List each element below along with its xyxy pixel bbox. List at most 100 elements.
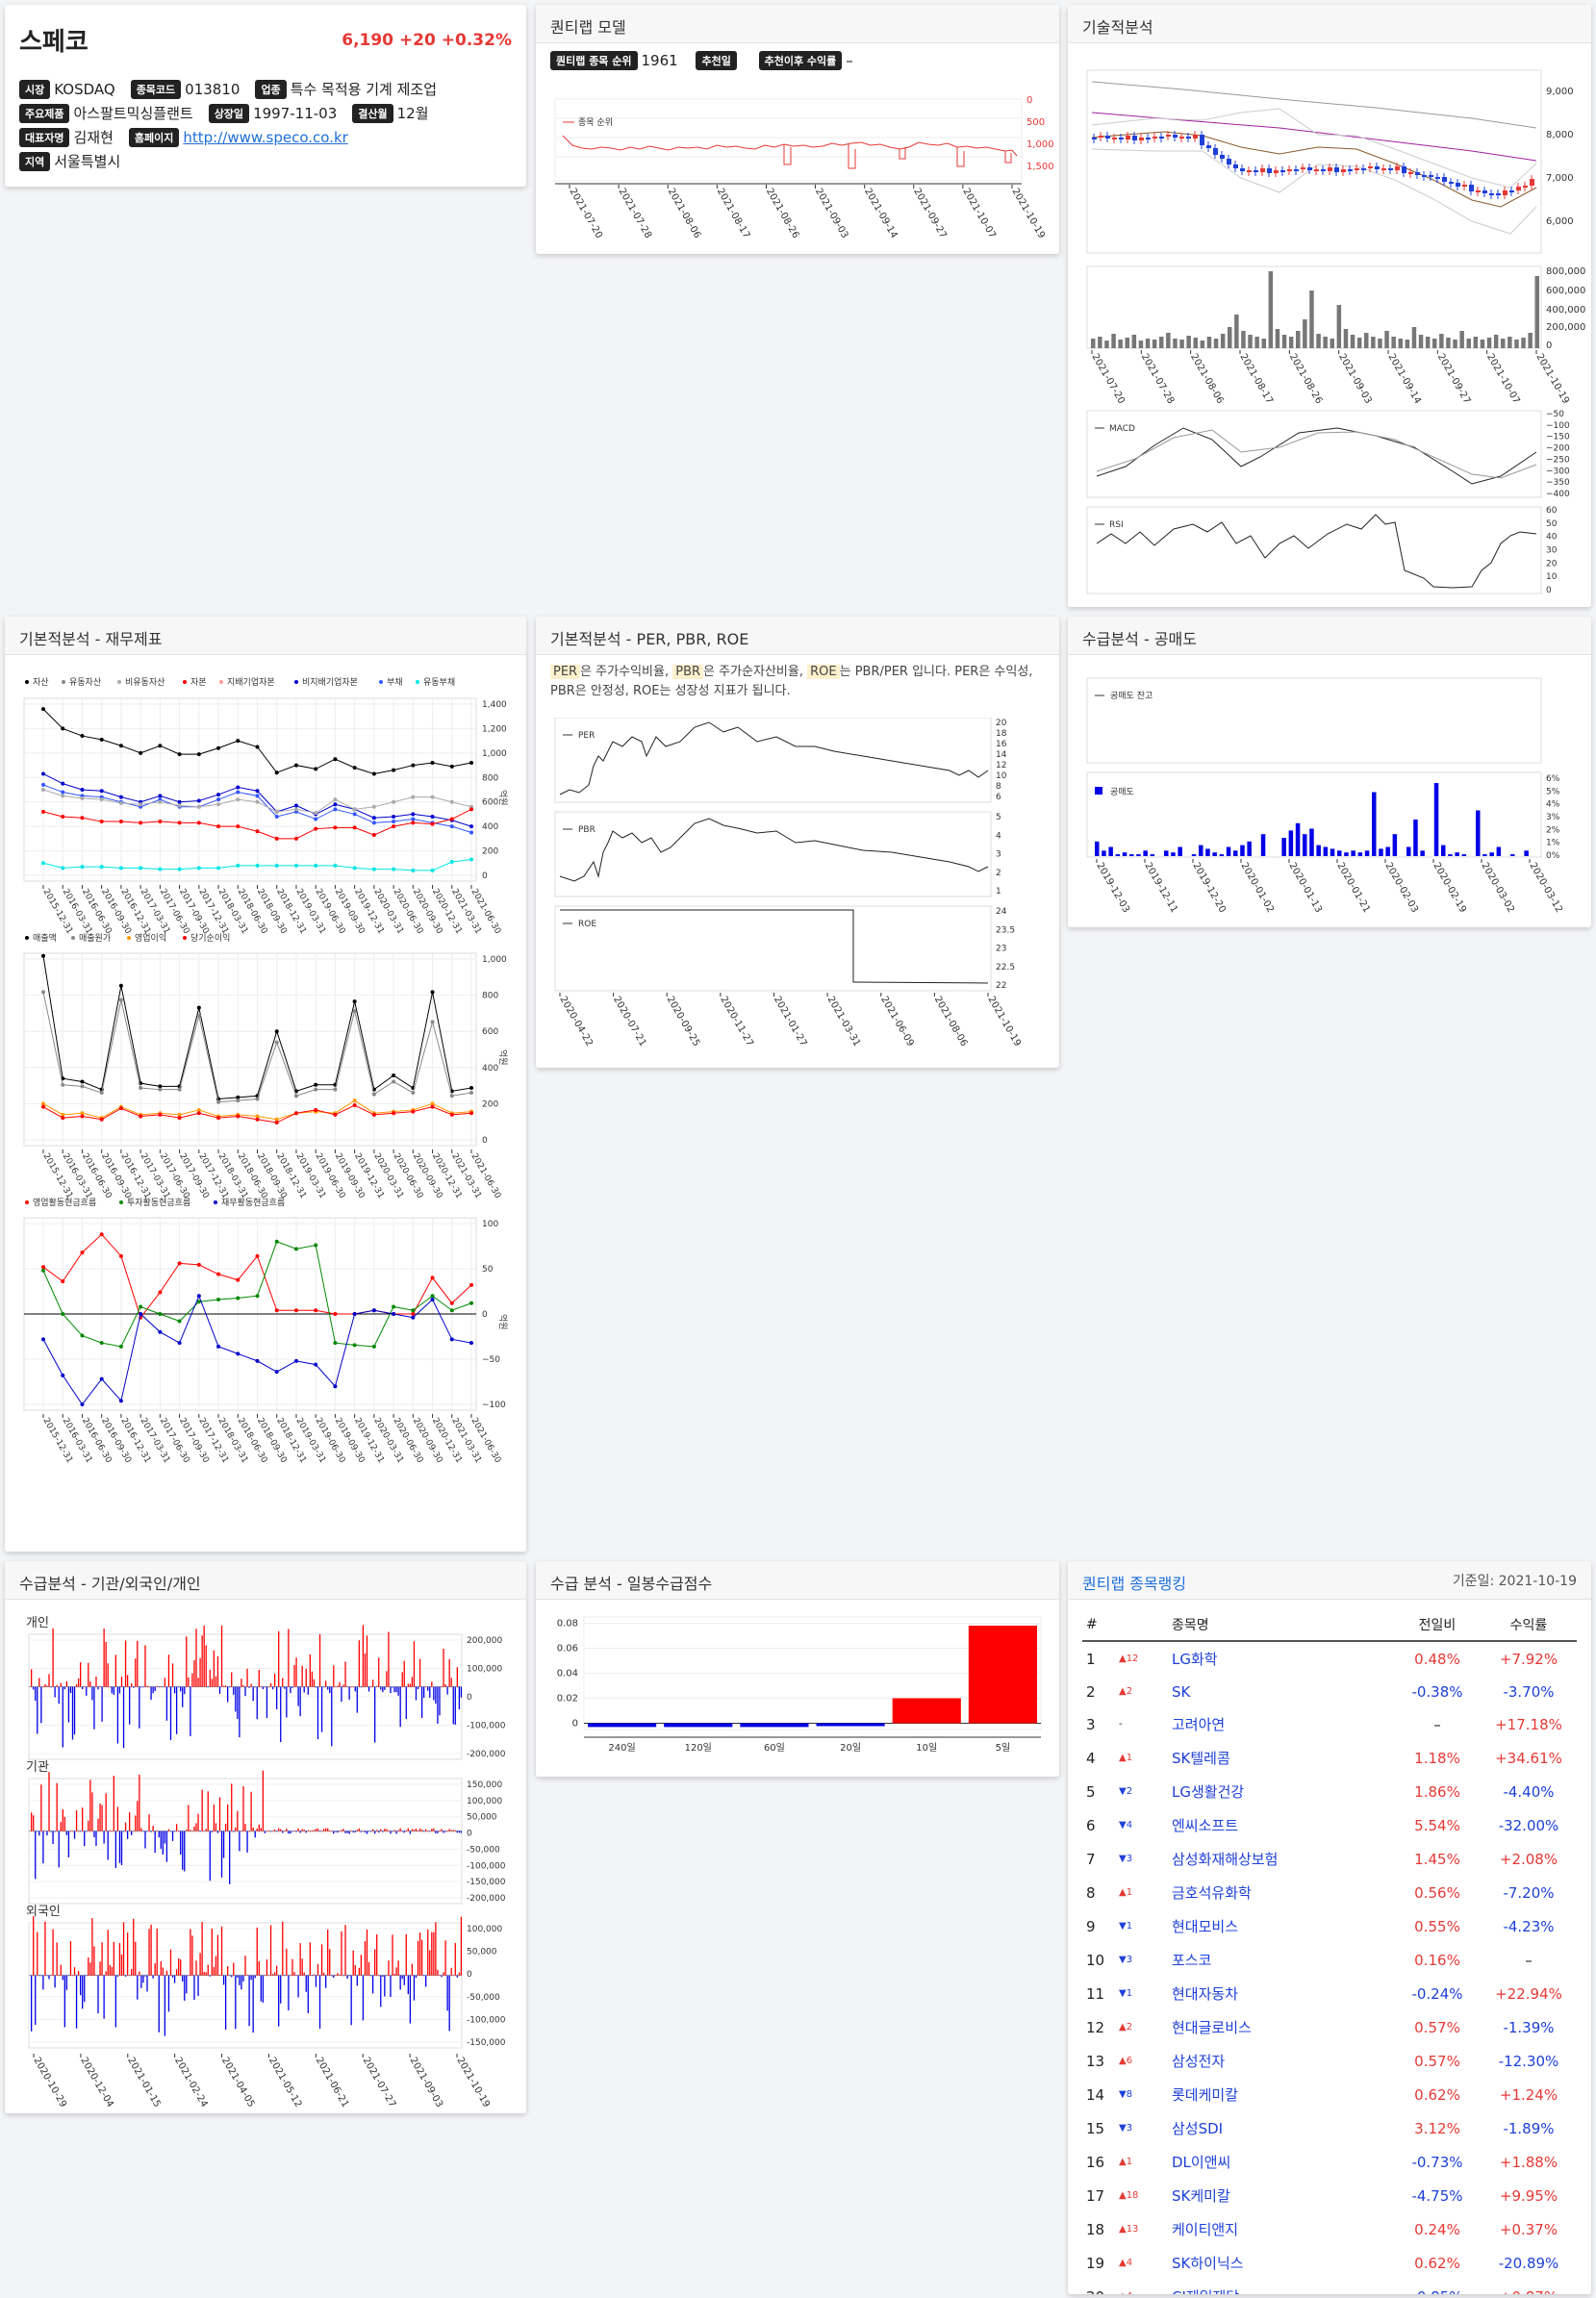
inst-bar xyxy=(209,1831,211,1881)
ranking-row[interactable]: 11 ▼1 현대자동차 -0.24% +22.94% xyxy=(1082,1977,1577,2010)
inst-bar xyxy=(435,1831,437,1833)
per-line xyxy=(559,721,989,795)
stock-name-link[interactable]: 금호석유화학 xyxy=(1172,1884,1252,1902)
stock-name-link[interactable]: SK케미칼 xyxy=(1172,2187,1230,2205)
ranking-row[interactable]: 17 ▲18 SK케미칼 -4.75% +9.95% xyxy=(1082,2179,1577,2212)
ranking-row[interactable]: 13 ▲6 삼성전자 0.57% -12.30% xyxy=(1082,2044,1577,2078)
individual-bar xyxy=(213,1650,215,1687)
pbr-tick: 4 xyxy=(996,831,1001,841)
short-bar xyxy=(1351,850,1355,856)
inst-bar xyxy=(344,1831,346,1833)
ranking-row[interactable]: 12 ▲2 현대글로비스 0.57% -1.39% xyxy=(1082,2010,1577,2044)
ranking-row[interactable]: 7 ▼3 삼성화재해상보험 1.45% +2.08% xyxy=(1082,1842,1577,1876)
volume-bar xyxy=(1138,341,1144,348)
stock-name-link[interactable]: LG생활건강 xyxy=(1172,1783,1245,1801)
ranking-row[interactable]: 1 ▲12 LG화학 0.48% +7.92% xyxy=(1082,1641,1577,1676)
candle xyxy=(1213,148,1218,155)
foreign-bar xyxy=(244,1956,246,1976)
foreign-bar xyxy=(405,1933,407,1976)
rank-move: ▲13 xyxy=(1119,2224,1139,2235)
foreign-bar xyxy=(423,1975,425,1977)
inst-bar xyxy=(305,1831,307,1833)
ranking-row[interactable]: 16 ▲1 DL이앤씨 -0.73% +1.88% xyxy=(1082,2145,1577,2179)
score-tick: 0.02 xyxy=(557,1694,578,1705)
short-bar xyxy=(1212,852,1217,856)
rank-number: 18 xyxy=(1086,2220,1105,2238)
short-bar xyxy=(1164,850,1169,856)
foreign-bar xyxy=(239,1975,241,1985)
ranking-row[interactable]: 15 ▼3 삼성SDI 3.12% -1.89% xyxy=(1082,2111,1577,2145)
rank-move: ▼1 xyxy=(1119,1988,1133,1999)
individual-bar xyxy=(282,1678,284,1687)
ranking-row[interactable]: 9 ▼1 현대모비스 0.55% -4.23% xyxy=(1082,1909,1577,1943)
investor-flow-charts: 개인 기관 외국인 200,000 100,000 0 -100,000 -200,00… xyxy=(26,1616,506,2109)
ranking-row[interactable]: 5 ▼2 LG생활건강 1.86% -4.40% xyxy=(1082,1775,1577,1808)
stock-name-link[interactable]: 현대자동차 xyxy=(1172,1985,1239,2003)
foreign-bar xyxy=(216,1934,219,1976)
ranking-row[interactable]: 18 ▲13 케이티앤지 0.24% +0.37% xyxy=(1082,2212,1577,2246)
foreign-bar xyxy=(114,1975,117,2028)
ranking-row[interactable]: 8 ▲1 금호석유화학 0.56% -7.20% xyxy=(1082,1876,1577,1909)
individual-bar xyxy=(327,1686,329,1690)
short-bar xyxy=(1295,822,1301,856)
inst-bar xyxy=(33,1815,35,1831)
stock-name-link[interactable]: 고려아연 xyxy=(1172,1716,1226,1733)
stock-name-link[interactable]: 롯데케미칼 xyxy=(1172,2086,1239,2104)
stock-name-link[interactable]: SK텔레콤 xyxy=(1172,1750,1230,1767)
foreign-bar xyxy=(393,1973,395,1976)
stock-name-link[interactable]: 현대글로비스 xyxy=(1172,2019,1252,2036)
volume-bar xyxy=(1104,341,1109,348)
stock-name-link[interactable]: SK xyxy=(1172,1682,1191,1701)
stock-name-link[interactable]: 엔씨소프트 xyxy=(1172,1817,1239,1834)
homepage-link[interactable]: http://www.speco.co.kr xyxy=(183,129,348,146)
fin-tick: 1,000 xyxy=(482,955,507,965)
stock-name-link[interactable]: SK하이닉스 xyxy=(1172,2255,1244,2272)
ranking-row[interactable]: 2 ▲2 SK -0.38% -3.70% xyxy=(1082,1676,1577,1707)
foreign-bar xyxy=(374,1949,376,1976)
ranking-row[interactable]: 4 ▲1 SK텔레콤 1.18% +34.61% xyxy=(1082,1741,1577,1775)
foreign-bar xyxy=(209,1975,211,1977)
foreign-bar xyxy=(342,1975,344,1977)
daily-change: 0.57% xyxy=(1414,2052,1460,2070)
foreign-bar xyxy=(178,1957,180,1976)
individual-bar xyxy=(38,1678,40,1687)
ranking-row[interactable]: 19 ▲4 SK하이닉스 0.62% -20.89% xyxy=(1082,2246,1577,2280)
ranking-row[interactable]: 10 ▼3 포스코 0.16% – xyxy=(1082,1943,1577,1977)
stock-name-link[interactable]: 삼성화재해상보험 xyxy=(1172,1851,1279,1868)
individual-bar xyxy=(266,1686,268,1718)
individual-bar xyxy=(420,1686,423,1718)
individual-bar xyxy=(124,1640,127,1687)
stock-name-link[interactable]: 케이티앤지 xyxy=(1172,2221,1239,2238)
stock-name-link[interactable]: 포스코 xyxy=(1172,1952,1212,1969)
candle xyxy=(1153,137,1157,139)
inst-bar xyxy=(276,1831,278,1832)
individual-bar xyxy=(120,1676,123,1687)
stock-name-link[interactable]: 현대모비스 xyxy=(1172,1918,1239,1935)
inst-bar xyxy=(239,1831,241,1852)
individual-bar xyxy=(188,1677,190,1687)
stock-name-link[interactable]: 삼성전자 xyxy=(1172,2053,1226,2070)
stock-name-link[interactable]: CJ제일제당 xyxy=(1168,2280,1394,2294)
ranking-row[interactable]: 3 - 고려아연 – +17.18% xyxy=(1082,1707,1577,1741)
individual-bar xyxy=(356,1686,358,1713)
individual-bar xyxy=(178,1686,180,1688)
foreign-bar xyxy=(454,1942,456,1976)
roe-tick: 22 xyxy=(996,981,1006,991)
stock-name-link[interactable]: LG화학 xyxy=(1172,1651,1218,1668)
inst-bar xyxy=(120,1831,123,1866)
stock-name-link[interactable]: DL이앤씨 xyxy=(1172,2154,1231,2171)
inst-bar xyxy=(60,1822,62,1831)
individual-bar xyxy=(107,1663,109,1687)
inst-bar xyxy=(167,1829,170,1831)
financials-charts: 자산 유동자산 비유동자산 자본 지배기업자본 비지배기업자본 부채 유동부채 1,400 1,2… xyxy=(23,677,509,1465)
volume-bar xyxy=(1534,276,1539,348)
ranking-row[interactable]: 20▲4CJ제일제당-0.85%+0.87% xyxy=(1082,2280,1577,2295)
stock-name-link[interactable]: 삼성SDI xyxy=(1172,2120,1224,2137)
foreign-bar xyxy=(258,1961,260,1976)
foreign-bar xyxy=(305,1975,307,1992)
short-bar xyxy=(1433,783,1439,856)
candle xyxy=(1341,169,1346,172)
ranking-row[interactable]: 14 ▼8 롯데케미칼 0.62% +1.24% xyxy=(1082,2078,1577,2111)
ranking-row[interactable]: 6 ▼4 엔씨소프트 5.54% -32.00% xyxy=(1082,1808,1577,1842)
individual-bar xyxy=(346,1686,348,1687)
